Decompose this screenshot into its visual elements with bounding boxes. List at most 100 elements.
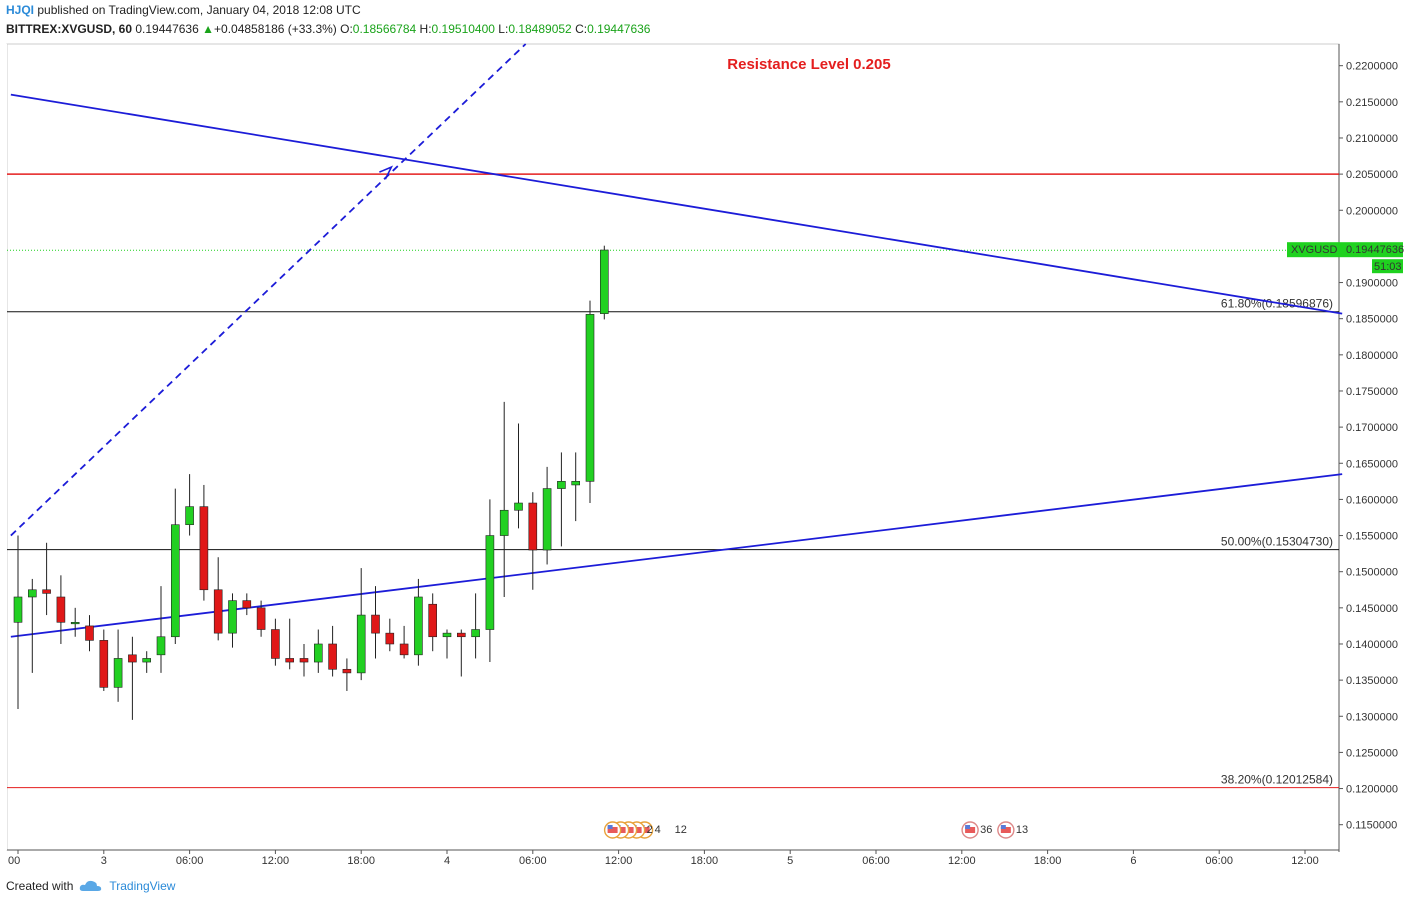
price-axis[interactable]: 0.1150000 0.1200000 0.1250000 0.1300000 0.13… — [1287, 61, 1404, 832]
countdown-badge — [1372, 259, 1403, 274]
candle-body-down — [328, 643, 337, 670]
event-count: 36 — [980, 824, 992, 836]
price-change: +0.04858186 (+33.3%) — [214, 22, 337, 36]
event-count: 13 — [1016, 824, 1028, 836]
candle — [356, 568, 366, 681]
candle — [328, 625, 337, 677]
up-arrow-icon: ▲ — [202, 22, 215, 36]
candle — [171, 488, 180, 644]
price-tick-label: 0.2150000 — [1346, 97, 1398, 109]
last-price: 0.19447636 — [135, 22, 199, 36]
price-tick-label: 0.1900000 — [1346, 278, 1398, 290]
candle — [99, 629, 109, 691]
created-with-text: Created with — [6, 879, 74, 893]
candle-body-up — [113, 658, 123, 688]
time-tick-label: 5 — [787, 855, 793, 867]
fib-level-label: 50.00%(0.15304730) — [1221, 535, 1333, 549]
candle-body-down — [271, 629, 280, 659]
candle — [385, 618, 395, 652]
candle — [85, 615, 94, 652]
candle-body-up — [313, 643, 323, 663]
price-tick-label: 0.1450000 — [1346, 603, 1398, 615]
flag-canton — [607, 825, 613, 829]
candle-body-down — [428, 603, 438, 638]
time-axis[interactable]: 00 3 06:00 12:00 18:00 4 06:00 12:00 18:00 5 06:00… — [8, 850, 1319, 867]
time-tick-label: 18:00 — [1034, 855, 1062, 867]
us-flag-event-icon — [961, 821, 979, 839]
close-value: 0.19447636 — [587, 22, 651, 36]
candle-body-down — [213, 589, 223, 634]
candle-body-up — [557, 481, 566, 489]
time-tick-label: 12:00 — [948, 855, 976, 867]
candle-body-up — [156, 636, 166, 656]
trendline-descending — [10, 93, 1343, 315]
price-tick-label: 0.1400000 — [1346, 639, 1398, 651]
candle-body-down — [56, 596, 66, 623]
candle-body-up — [471, 629, 480, 638]
candle — [485, 499, 495, 663]
resistance-annotation: Resistance Level 0.205 — [727, 56, 890, 73]
price-tick-label: 0.1750000 — [1346, 386, 1398, 398]
candle — [285, 618, 295, 670]
economic-events[interactable]: 42 12 36 13 — [603, 821, 1029, 839]
event-count: 2 — [647, 824, 653, 836]
candle — [228, 593, 237, 648]
candle-body-down — [285, 658, 295, 663]
candle — [585, 300, 595, 504]
trendlines[interactable] — [10, 43, 1343, 638]
price-tick-label: 0.1850000 — [1346, 314, 1398, 326]
publish-info: HJQI published on TradingView.com, Janua… — [6, 3, 361, 17]
candle-body-up — [185, 506, 194, 526]
flag-stripes — [965, 827, 976, 833]
candle-body-down — [299, 658, 309, 663]
candle — [142, 651, 151, 673]
time-tick-label: 06:00 — [1205, 855, 1233, 867]
candle-body-down — [342, 668, 352, 674]
candle — [185, 474, 194, 536]
projection-arrow-icon — [379, 165, 394, 180]
candle-body-up — [485, 535, 495, 630]
candle — [542, 466, 552, 565]
price-tick-label: 0.2100000 — [1346, 133, 1398, 145]
time-tick-label: 06:00 — [519, 855, 547, 867]
candle — [199, 484, 209, 601]
last-price-badge — [1287, 242, 1403, 258]
time-tick-label: 3 — [101, 855, 107, 867]
candle — [514, 423, 523, 529]
trendline-projection — [10, 43, 527, 537]
event-count: 4 — [655, 824, 661, 836]
candle — [56, 575, 66, 644]
price-tick-label: 0.1600000 — [1346, 494, 1398, 506]
candle — [70, 607, 80, 637]
tradingview-brand[interactable]: TradingView — [109, 879, 176, 893]
plot-border — [6, 43, 1340, 851]
price-tick-label: 0.1300000 — [1346, 711, 1398, 723]
price-tick-label: 0.1350000 — [1346, 675, 1398, 687]
candle-body-up — [542, 488, 552, 551]
candle-body-down — [256, 607, 266, 630]
candle-body-down — [528, 502, 538, 551]
candle-body-down — [99, 640, 109, 688]
symbol-label: BITTREX:XVGUSD, 60 — [6, 22, 133, 36]
candle — [156, 586, 166, 673]
open-label: O: — [340, 22, 353, 36]
price-tick-label: 0.2050000 — [1346, 169, 1398, 181]
candle-body-up — [70, 621, 80, 625]
candle-body-down — [128, 654, 137, 663]
event-count: 12 — [675, 824, 687, 836]
candle — [27, 578, 37, 673]
last-price-value: 0.19447636 — [1346, 244, 1404, 256]
flag-canton — [1000, 825, 1006, 829]
high-label: H: — [419, 22, 432, 36]
time-tick-label: 18:00 — [347, 855, 375, 867]
candle — [342, 658, 352, 691]
high-value: 0.19510400 — [431, 22, 495, 36]
candle-body-down — [385, 632, 395, 645]
candle — [528, 492, 538, 590]
author-name[interactable]: HJQI — [6, 3, 35, 17]
candles — [13, 245, 609, 720]
time-tick-label: 06:00 — [862, 855, 890, 867]
us-flag-event-icon — [603, 821, 622, 839]
candle — [256, 600, 266, 637]
